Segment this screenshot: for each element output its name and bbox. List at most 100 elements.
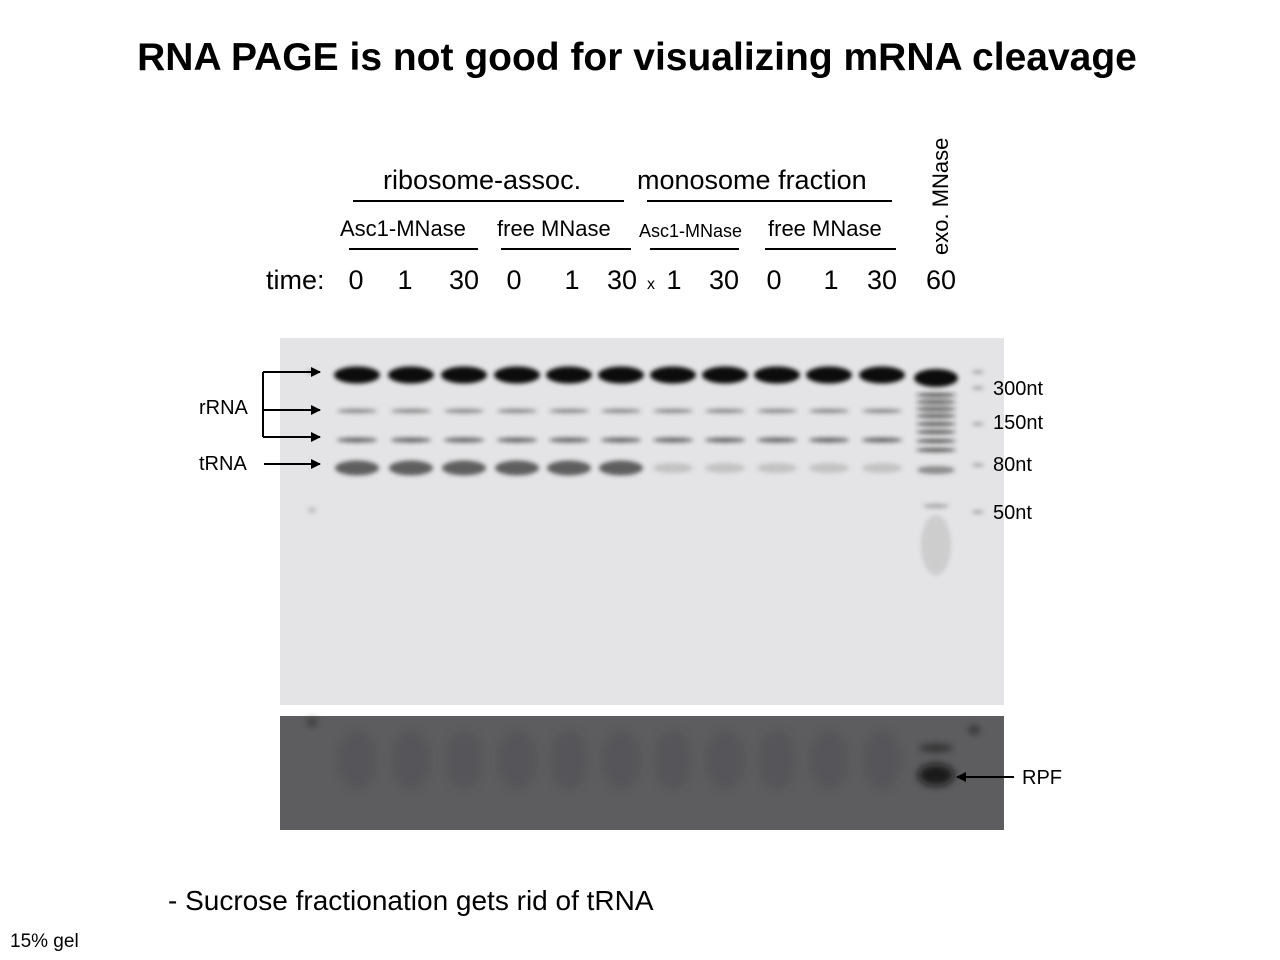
- rrna-band: [862, 437, 902, 443]
- group-underline-monosome: [647, 200, 892, 202]
- time-value: 1: [397, 265, 413, 295]
- smear: [497, 730, 537, 790]
- trna-band: [547, 460, 591, 476]
- rrna-band: [806, 366, 852, 384]
- subgroup-underline-1: [349, 248, 478, 250]
- rrna-band: [757, 409, 797, 413]
- exo-band: [914, 369, 958, 387]
- time-value: 1: [564, 265, 580, 295]
- rrna-band: [391, 409, 431, 413]
- trna-band: [862, 463, 902, 473]
- rrna-band: [702, 366, 748, 384]
- smear: [549, 730, 589, 790]
- rrna-band: [337, 409, 377, 413]
- rrna-band: [653, 437, 693, 443]
- time-value: 30: [866, 265, 898, 295]
- smear: [391, 730, 431, 790]
- rrna-band: [388, 366, 434, 384]
- time-value: 0: [766, 265, 782, 295]
- marker-band: [969, 727, 979, 733]
- exo-ladder-band: [916, 422, 956, 426]
- group-underline-ribosome: [353, 200, 624, 202]
- gel-percentage-note: 15% gel: [10, 931, 79, 952]
- exo-ladder-band: [916, 400, 956, 404]
- slide-title: RNA PAGE is not good for visualizing mRN…: [137, 36, 1137, 79]
- subgroup-underline-2: [501, 248, 631, 250]
- rrna-band: [549, 437, 589, 443]
- trna-label: tRNA: [199, 453, 247, 475]
- rrna-band: [757, 437, 797, 443]
- rrna-band: [705, 409, 745, 413]
- subgroup-label-free-mnase-2: free MNase: [768, 216, 882, 241]
- group-label-ribosome-assoc: ribosome-assoc.: [383, 165, 582, 195]
- rrna-band: [650, 366, 696, 384]
- trna-band: [705, 463, 745, 473]
- rrna-band: [598, 366, 644, 384]
- subgroup-underline-3: [650, 248, 739, 250]
- rrna-band: [809, 409, 849, 413]
- subgroup-label-asc1-mnase-2: Asc1-MNase: [639, 221, 743, 241]
- time-value: 0: [348, 265, 364, 295]
- size-marker-label: 50nt: [993, 502, 1032, 524]
- marker-band: [972, 370, 984, 374]
- smear: [337, 730, 377, 790]
- exo-ladder-band: [916, 430, 956, 434]
- trna-band: [442, 460, 486, 476]
- smear: [444, 730, 484, 790]
- marker-band: [972, 463, 984, 467]
- exo-rpf-band: [919, 745, 953, 751]
- trna-band: [809, 463, 849, 473]
- rrna-band: [546, 366, 592, 384]
- marker-band: [972, 510, 984, 514]
- smear: [757, 730, 797, 790]
- marker-band: [972, 422, 984, 426]
- exo-ladder-band: [916, 439, 956, 443]
- rrna-band: [497, 437, 537, 443]
- exo-ladder-band: [916, 414, 956, 418]
- rrna-band: [549, 409, 589, 413]
- rrna-band: [653, 409, 693, 413]
- marker-band: [972, 386, 984, 390]
- exo-ladder-band: [916, 393, 956, 397]
- exo-band: [917, 466, 955, 474]
- size-marker-label: 80nt: [993, 454, 1032, 476]
- rrna-band: [601, 437, 641, 443]
- smear: [601, 730, 641, 790]
- rrna-band: [337, 437, 377, 443]
- exo-ladder-band: [916, 407, 956, 411]
- rrna-band: [334, 366, 380, 384]
- smear: [862, 730, 902, 790]
- rrna-band: [497, 409, 537, 413]
- rrna-band: [601, 409, 641, 413]
- time-value: 0: [506, 265, 522, 295]
- rrna-band: [754, 366, 800, 384]
- rrna-band: [809, 437, 849, 443]
- gel-upper-panel: [280, 338, 1004, 705]
- rrna-band: [862, 409, 902, 413]
- marker-band: [308, 507, 316, 513]
- rrna-band: [441, 366, 487, 384]
- rrna-band: [859, 366, 905, 384]
- time-value: 30: [448, 265, 480, 295]
- rrna-band: [494, 366, 540, 384]
- time-value: 30: [606, 265, 638, 295]
- time-value: 60: [925, 265, 957, 295]
- trna-band: [653, 463, 693, 473]
- trna-band: [389, 460, 433, 476]
- trna-band: [599, 460, 643, 476]
- missing-lane-mark: x: [647, 276, 655, 293]
- subgroup-label-asc1-mnase-1: Asc1-MNase: [340, 216, 466, 241]
- rrna-band: [391, 437, 431, 443]
- rrna-bracket: [262, 367, 321, 442]
- smear: [809, 730, 849, 790]
- smear: [653, 730, 693, 790]
- rrna-band: [444, 437, 484, 443]
- exo-smear: [921, 515, 951, 575]
- rrna-band: [705, 437, 745, 443]
- exo-rpf-band: [918, 764, 954, 786]
- rrna-band: [444, 409, 484, 413]
- size-marker-label: 150nt: [993, 412, 1044, 434]
- exo-ladder-band: [916, 448, 956, 452]
- time-label: time:: [266, 265, 325, 295]
